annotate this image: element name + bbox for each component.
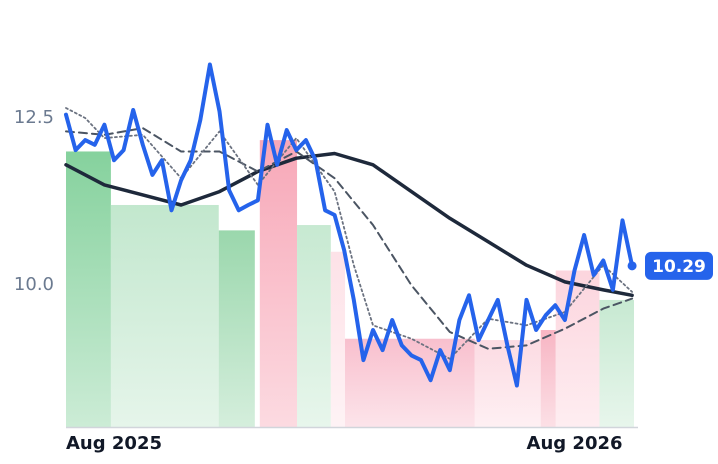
region bbox=[599, 299, 634, 427]
region bbox=[297, 225, 331, 427]
region bbox=[110, 204, 219, 427]
line-series bbox=[64, 151, 634, 298]
last-point bbox=[627, 261, 637, 271]
x-tick-label: Aug 2025 bbox=[66, 433, 162, 454]
region bbox=[555, 270, 600, 427]
region bbox=[259, 140, 298, 427]
region bbox=[540, 330, 556, 427]
x-tick-label: Aug 2026 bbox=[527, 433, 623, 454]
line-series bbox=[65, 107, 633, 360]
region bbox=[330, 251, 346, 427]
y-tick-label: 12.5 bbox=[14, 107, 54, 128]
region bbox=[218, 230, 255, 427]
y-tick-label: 10.0 bbox=[14, 274, 54, 295]
value-badge bbox=[645, 251, 713, 280]
value-label: 10.29 bbox=[652, 257, 706, 277]
region bbox=[66, 151, 111, 428]
line-series bbox=[65, 127, 634, 350]
line-series bbox=[64, 62, 635, 388]
